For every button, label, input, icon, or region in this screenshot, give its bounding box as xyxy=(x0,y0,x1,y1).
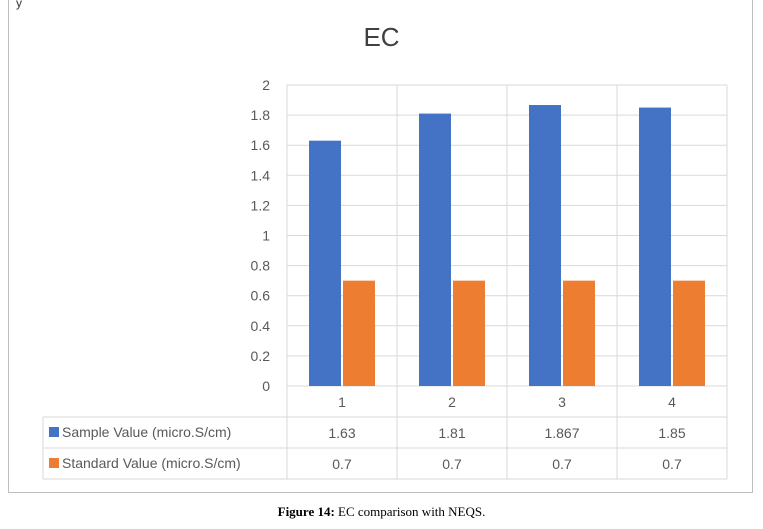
y-tick-label: 1.6 xyxy=(251,137,271,153)
data-table-value: 0.7 xyxy=(442,456,462,472)
legend-key xyxy=(49,427,59,437)
y-tick-label: 1 xyxy=(262,228,270,244)
chart-frame xyxy=(8,0,753,493)
y-tick-label: 0.2 xyxy=(251,348,271,364)
cropped-text: y xyxy=(16,0,22,10)
bar-standard xyxy=(343,280,375,386)
y-tick-label: 2 xyxy=(262,77,270,93)
bar-chart: 0 0.2 0.4 0.6 0.8 1 1.2 1.4 1.6 1.8 2 1 2 3 4 Sample Va… xyxy=(42,77,728,480)
data-table-value: 1.867 xyxy=(544,425,579,441)
caption-label: Figure 14: xyxy=(277,504,335,519)
legend-key xyxy=(49,458,59,468)
caption-text: EC comparison with NEQS. xyxy=(334,504,486,519)
bar-standard xyxy=(453,280,485,386)
legend-series-name: Sample Value (micro.S/cm) xyxy=(62,424,231,440)
bar-sample xyxy=(529,105,561,386)
figure-caption: Figure 14: EC comparison with NEQS. xyxy=(0,504,763,520)
category-label: 1 xyxy=(338,394,346,410)
bar-standard xyxy=(563,280,595,386)
category-label: 2 xyxy=(448,394,456,410)
data-table-value: 0.7 xyxy=(552,456,572,472)
legend-series-name: Standard Value (micro.S/cm) xyxy=(62,455,241,471)
y-tick-label: 0.6 xyxy=(251,288,271,304)
bar-sample xyxy=(639,107,671,386)
category-label: 3 xyxy=(558,394,566,410)
y-tick-label: 1.2 xyxy=(251,197,271,213)
y-tick-label: 0 xyxy=(262,378,270,394)
bar-standard xyxy=(673,280,705,386)
data-table-value: 0.7 xyxy=(332,456,352,472)
bar-sample xyxy=(309,140,341,386)
chart-title: EC xyxy=(363,22,400,52)
y-tick-label: 1.4 xyxy=(251,167,271,183)
data-table-value: 1.85 xyxy=(658,425,685,441)
y-tick-label: 1.8 xyxy=(251,107,271,123)
data-table-value: 1.81 xyxy=(438,425,465,441)
category-label: 4 xyxy=(668,394,676,410)
bar-sample xyxy=(419,113,451,386)
y-tick-label: 0.4 xyxy=(251,318,271,334)
y-tick-label: 0.8 xyxy=(251,258,271,274)
data-table-value: 1.63 xyxy=(328,425,355,441)
data-table-value: 0.7 xyxy=(662,456,682,472)
